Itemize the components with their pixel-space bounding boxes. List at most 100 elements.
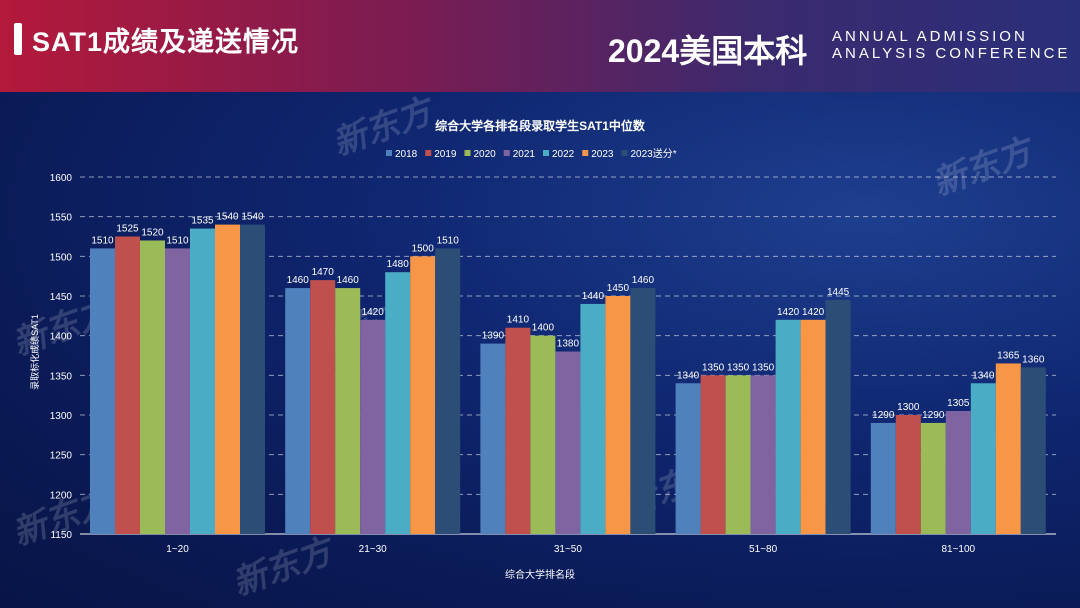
bar-value-label: 1460 <box>632 275 655 286</box>
chart-title: 综合大学各排名段录取学生SAT1中位数 <box>435 118 646 133</box>
bar <box>310 280 336 534</box>
bar <box>165 248 190 534</box>
page-title: SAT1成绩及递送情况 <box>32 26 300 57</box>
bar-value-label: 1480 <box>387 259 410 270</box>
y-axis: 1150 1200 1250 1300 1350 1400 1450 1500 1550 1600 <box>50 173 73 541</box>
bar <box>970 383 996 534</box>
x-axis: 1~20 21~30 31~50 51~80 81~100 <box>166 544 975 555</box>
bar <box>240 224 265 534</box>
legend-swatch <box>621 150 628 156</box>
bar <box>825 299 851 534</box>
bar-value-label: 1350 <box>727 362 750 373</box>
x-axis-label: 综合大学排名段 <box>505 568 575 581</box>
bar <box>580 303 606 534</box>
header-banner: SAT1成绩及递送情况 2024美国本科 ANNUAL ADMISSION AN… <box>0 0 1080 92</box>
bar-value-label: 1510 <box>91 235 114 246</box>
bar-value-label: 1400 <box>532 323 555 334</box>
bar <box>215 224 240 534</box>
bar-value-label: 1380 <box>557 339 580 350</box>
x-tick-label: 51~80 <box>749 544 778 555</box>
bar <box>775 319 801 534</box>
x-tick-label: 31~50 <box>554 544 583 555</box>
title-accent-bar <box>14 23 22 55</box>
bar <box>140 240 165 534</box>
legend-label: 2023 <box>591 149 614 160</box>
y-tick-label: 1450 <box>50 292 73 303</box>
bar-value-label: 1535 <box>191 216 214 227</box>
y-tick-label: 1600 <box>50 173 73 184</box>
bar <box>335 288 361 534</box>
bar <box>90 248 115 534</box>
y-tick-label: 1400 <box>50 332 73 343</box>
bar-value-label: 1410 <box>507 315 530 326</box>
y-tick-label: 1550 <box>50 213 73 224</box>
x-tick-label: 1~20 <box>166 544 189 555</box>
bar <box>870 422 896 534</box>
bar-value-label: 1420 <box>777 307 800 318</box>
bar-value-label: 1360 <box>1022 354 1045 365</box>
bar <box>995 363 1021 534</box>
bar-value-label: 1290 <box>922 410 945 421</box>
bar-value-label: 1540 <box>241 212 264 223</box>
y-axis-label: 录取标化成绩SAT1 <box>29 314 40 390</box>
bar-value-label: 1365 <box>997 350 1020 361</box>
y-tick-label: 1500 <box>50 252 73 263</box>
bar <box>505 327 531 534</box>
bar <box>725 375 751 534</box>
bar <box>920 422 946 534</box>
bar <box>385 272 411 534</box>
chart-legend: 2018 2019 2020 2021 2022 2023 2023送分* <box>386 147 677 160</box>
bar-value-label: 1520 <box>141 227 164 238</box>
bar <box>605 296 631 534</box>
bar <box>360 319 386 534</box>
legend-swatch <box>582 150 589 156</box>
bar <box>115 236 140 534</box>
bar-value-label: 1350 <box>702 362 725 373</box>
bar <box>530 335 556 534</box>
legend-label: 2021 <box>513 149 536 160</box>
conference-subtitle-line1: ANNUAL ADMISSION <box>832 28 1028 45</box>
bar-value-label: 1420 <box>802 307 825 318</box>
bar-value-label: 1445 <box>827 287 850 298</box>
bar <box>285 288 311 534</box>
x-tick-label: 81~100 <box>941 544 975 555</box>
conference-subtitle-line2: ANALYSIS CONFERENCE <box>832 45 1071 62</box>
bar-value-label: 1340 <box>677 370 700 381</box>
legend-label: 2023送分* <box>631 147 677 160</box>
title-group: SAT1成绩及递送情况 <box>14 14 299 64</box>
bar <box>1020 367 1046 534</box>
legend-swatch <box>464 150 471 156</box>
bar <box>750 375 776 534</box>
bar-value-label: 1450 <box>607 283 630 294</box>
bar <box>700 375 726 534</box>
legend-swatch <box>503 150 510 156</box>
conference-year-title: 2024美国本科 <box>608 33 808 69</box>
legend-label: 2018 <box>395 149 418 160</box>
bar-value-label: 1350 <box>752 362 775 373</box>
y-tick-label: 1200 <box>50 490 73 501</box>
legend-label: 2022 <box>552 149 575 160</box>
bar-value-label: 1390 <box>482 331 505 342</box>
bar-value-label: 1540 <box>216 212 239 223</box>
x-tick-label: 21~30 <box>359 544 388 555</box>
bar-value-label: 1290 <box>872 410 895 421</box>
conference-subtitle: ANNUAL ADMISSION ANALYSIS CONFERENCE <box>832 28 1070 62</box>
bar <box>480 343 506 534</box>
bar-value-label: 1420 <box>362 307 385 318</box>
bar <box>895 415 921 534</box>
y-tick-label: 1150 <box>50 530 72 541</box>
legend-label: 2020 <box>474 149 497 160</box>
bar-value-label: 1500 <box>412 243 435 254</box>
y-tick-label: 1300 <box>50 411 73 422</box>
bar <box>945 411 971 534</box>
legend-swatch <box>425 150 432 156</box>
bar-value-label: 1460 <box>287 275 310 286</box>
bar-value-label: 1525 <box>116 224 139 235</box>
bar-value-label: 1340 <box>972 370 995 381</box>
legend-label: 2019 <box>434 149 457 160</box>
bar <box>675 383 701 534</box>
bar <box>800 319 826 534</box>
bar-value-label: 1440 <box>582 291 605 302</box>
bar-value-label: 1300 <box>897 402 920 413</box>
